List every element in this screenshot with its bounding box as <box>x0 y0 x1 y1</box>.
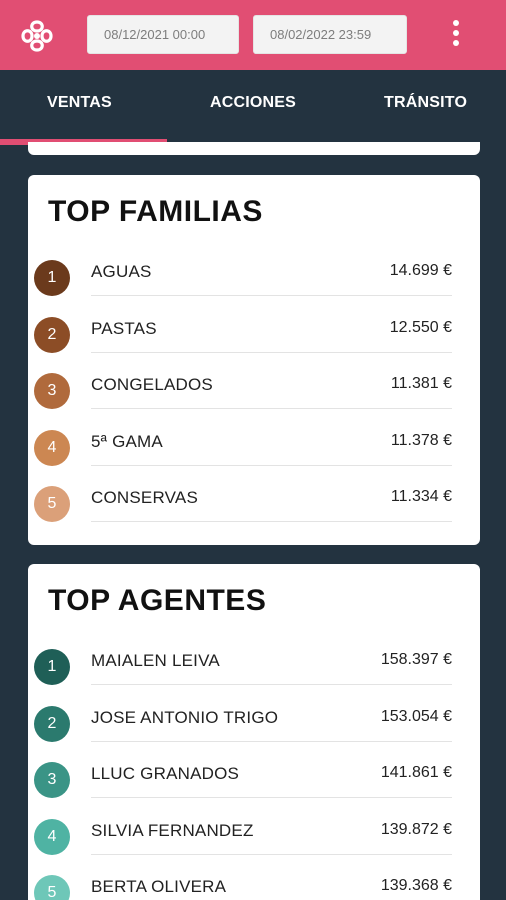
rank-badge: 1 <box>34 260 70 296</box>
rank-badge: 3 <box>34 762 70 798</box>
rank-badge: 5 <box>34 875 70 900</box>
item-name: AGUAS <box>91 262 152 281</box>
row-divider <box>91 521 452 522</box>
row-divider <box>91 684 452 685</box>
item-name: LLUC GRANADOS <box>91 764 240 783</box>
list-item[interactable]: 4 SILVIA FERNANDEZ 139.872 € <box>28 817 480 873</box>
row-divider <box>91 464 452 466</box>
rank-badge: 2 <box>34 316 70 353</box>
item-name: MAIALEN LEIVA <box>91 651 220 670</box>
row-divider <box>91 740 452 742</box>
row-divider <box>91 295 452 296</box>
tab-bar: VENTAS ACCIONES TRÁNSITO <box>0 70 506 145</box>
rank-badge: 5 <box>34 486 70 522</box>
item-value: 11.334 € <box>390 488 452 505</box>
list-item[interactable]: 1 AGUAS 14.699 € <box>28 258 480 314</box>
item-name: BERTA OLIVERA <box>91 877 227 896</box>
list-item[interactable]: 1 MAIALEN LEIVA 158.397 € <box>28 647 480 703</box>
item-value: 11.378 € <box>390 431 452 449</box>
previous-card-edge <box>28 142 480 155</box>
item-name: SILVIA FERNANDEZ <box>91 820 254 840</box>
card-title: TOP FAMILIAS <box>48 195 263 228</box>
tab-ventas[interactable]: VENTAS <box>47 94 112 111</box>
item-name: PASTAS <box>91 318 157 338</box>
item-value: 141.861 € <box>380 764 452 781</box>
item-value: 139.872 € <box>380 820 452 838</box>
celtic-knot-logo-icon[interactable] <box>20 19 54 53</box>
item-value: 11.381 € <box>390 375 452 392</box>
list-item[interactable]: 2 JOSE ANTONIO TRIGO 153.054 € <box>28 704 480 760</box>
item-value: 139.368 € <box>380 877 452 894</box>
item-value: 158.397 € <box>380 651 452 668</box>
top-bar: 08/12/2021 00:00 08/02/2022 23:59 <box>0 0 506 70</box>
tab-acciones[interactable]: ACCIONES <box>210 94 297 111</box>
rank-badge: 4 <box>34 429 70 466</box>
item-value: 153.054 € <box>380 707 452 725</box>
rank-badge: 4 <box>34 818 70 855</box>
list-item[interactable]: 4 5ª GAMA 11.378 € <box>28 428 480 484</box>
rank-badge: 3 <box>34 373 70 409</box>
row-divider <box>91 408 452 409</box>
item-value: 14.699 € <box>389 262 452 279</box>
kebab-menu-icon[interactable] <box>447 20 465 46</box>
row-divider <box>91 853 452 855</box>
tab-transito[interactable]: TRÁNSITO <box>384 94 468 111</box>
item-value: 12.550 € <box>389 318 452 336</box>
row-divider <box>91 351 452 353</box>
top-familias-card: TOP FAMILIAS 1 AGUAS 14.699 € 2 PASTAS 12.550… <box>28 175 480 545</box>
item-name: CONSERVAS <box>91 488 198 507</box>
date-from-input[interactable]: 08/12/2021 00:00 <box>87 15 239 54</box>
card-title: TOP AGENTES <box>48 584 267 617</box>
list-item[interactable]: 5 BERTA OLIVERA 139.368 € <box>28 873 480 900</box>
item-name: 5ª GAMA <box>91 431 163 451</box>
list-item[interactable]: 3 CONGELADOS 11.381 € <box>28 371 480 427</box>
list-item[interactable]: 2 PASTAS 12.550 € <box>28 315 480 371</box>
date-to-input[interactable]: 08/02/2022 23:59 <box>253 15 407 54</box>
rank-badge: 1 <box>34 649 70 685</box>
item-name: JOSE ANTONIO TRIGO <box>91 707 279 727</box>
list-item[interactable]: 5 CONSERVAS 11.334 € <box>28 484 480 540</box>
item-name: CONGELADOS <box>91 375 213 394</box>
rank-badge: 2 <box>34 705 70 742</box>
row-divider <box>91 797 452 798</box>
top-agentes-card: TOP AGENTES 1 MAIALEN LEIVA 158.397 € 2 JOSE… <box>28 564 480 900</box>
list-item[interactable]: 3 LLUC GRANADOS 141.861 € <box>28 760 480 816</box>
